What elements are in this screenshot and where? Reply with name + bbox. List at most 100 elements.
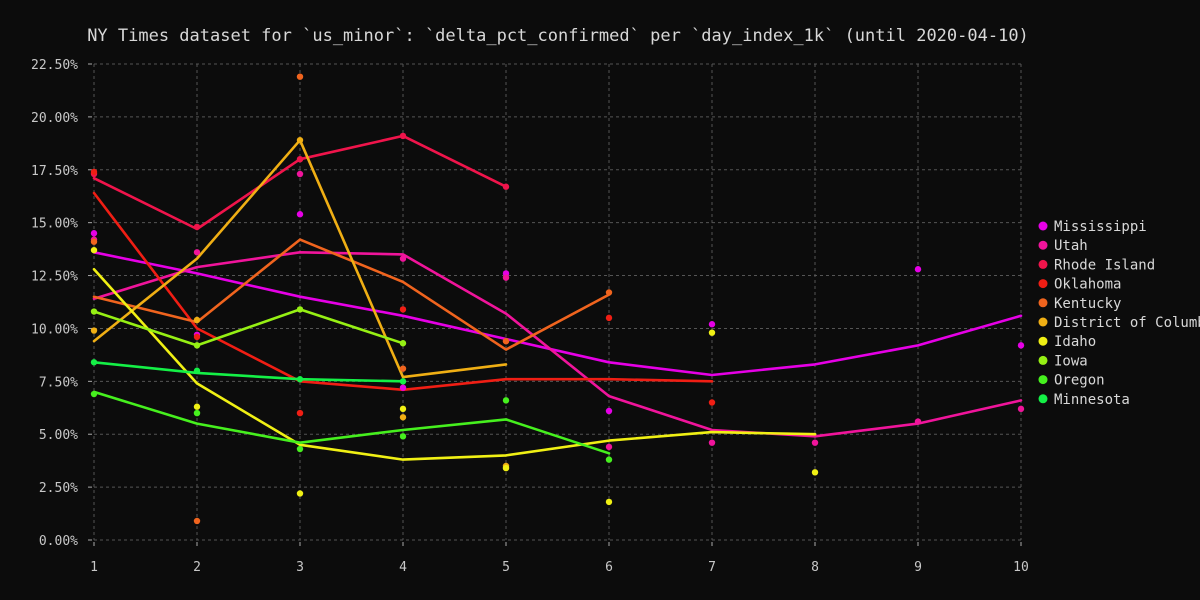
data-point-minnesota: [399, 378, 407, 385]
data-point-oregon: [296, 445, 304, 453]
data-point-mississippi: [1017, 342, 1025, 349]
y-tick-label: 17.50%: [31, 164, 78, 179]
axis-ticks: 0.00%2.50%5.00%7.50%10.00%12.50%15.00%17…: [31, 58, 1029, 575]
grid: [93, 63, 1022, 541]
data-point-minnesota: [90, 359, 98, 366]
legend-label-oklahoma: Oklahoma: [1054, 277, 1121, 293]
data-point-kentucky: [502, 337, 510, 345]
data-point-kentucky: [296, 73, 304, 80]
data-point-rhode-island: [399, 132, 407, 140]
chart-title: NY Times dataset for `us_minor`: `delta_…: [87, 26, 1029, 46]
legend-marker-mississippi: [1038, 221, 1048, 231]
series-line-iowa: [92, 308, 405, 347]
series-line-mississippi: [92, 251, 1023, 377]
x-tick-label: 1: [90, 560, 98, 575]
legend-marker-kentucky: [1038, 298, 1048, 308]
series-line-minnesota: [92, 361, 405, 383]
data-point-idaho: [90, 246, 98, 254]
legend-marker-rhode-island: [1038, 259, 1048, 269]
legend-label-idaho: Idaho: [1054, 334, 1096, 350]
y-tick-label: 15.00%: [31, 217, 78, 232]
data-point-utah: [708, 439, 716, 446]
data-point-idaho: [811, 469, 819, 476]
data-point-iowa: [399, 340, 407, 347]
data-point-minnesota: [193, 367, 201, 374]
legend-marker-iowa: [1038, 355, 1048, 365]
legend: Mississippi Utah Rhode Island Oklahoma Kentu…: [1038, 219, 1200, 408]
data-point-mississippi: [399, 384, 407, 391]
data-point-kentucky: [399, 365, 407, 372]
data-point-iowa: [90, 308, 98, 315]
data-point-oregon: [399, 433, 407, 440]
data-point-oklahoma: [296, 409, 304, 417]
x-tick-label: 2: [193, 560, 201, 575]
data-point-oregon: [502, 397, 510, 404]
legend-label-oregon: Oregon: [1054, 373, 1105, 389]
data-point-oregon: [193, 409, 201, 417]
data-point-mississippi: [605, 407, 613, 415]
data-point-iowa: [296, 306, 304, 313]
data-point-rhode-island: [296, 156, 304, 163]
data-point-iowa: [193, 342, 201, 349]
y-tick-label: 20.00%: [31, 111, 78, 126]
data-point-district-of-columbia: [399, 414, 407, 421]
legend-label-minnesota: Minnesota: [1054, 392, 1130, 408]
legend-label-utah: Utah: [1054, 238, 1088, 254]
data-point-idaho: [708, 329, 716, 336]
series-points: [90, 73, 1025, 525]
data-point-oregon: [605, 456, 613, 463]
legend-marker-oklahoma: [1038, 279, 1048, 289]
legend-marker-district-of-columbia: [1038, 317, 1048, 327]
x-tick-label: 6: [605, 560, 613, 575]
legend-marker-oregon: [1038, 375, 1048, 385]
data-point-mississippi: [90, 230, 98, 237]
data-point-kentucky: [90, 238, 98, 245]
data-point-mississippi: [914, 266, 922, 273]
data-point-oklahoma: [90, 168, 98, 176]
data-point-oklahoma: [708, 399, 716, 406]
legend-marker-idaho: [1038, 336, 1048, 346]
x-tick-label: 8: [811, 560, 819, 575]
legend-label-iowa: Iowa: [1054, 353, 1088, 369]
x-tick-label: 5: [502, 560, 510, 575]
data-point-kentucky: [605, 289, 613, 296]
data-point-oregon: [90, 390, 98, 398]
y-tick-label: 5.00%: [39, 428, 78, 443]
legend-label-district-of-columbia: District of Columbia: [1054, 315, 1200, 331]
x-tick-label: 7: [708, 560, 716, 575]
y-tick-label: 7.50%: [39, 375, 78, 390]
data-point-rhode-island: [193, 223, 201, 231]
legend-marker-minnesota: [1038, 394, 1048, 404]
data-point-utah: [605, 443, 613, 451]
data-point-idaho: [502, 464, 510, 472]
legend-marker-utah: [1038, 240, 1048, 250]
x-tick-label: 3: [296, 560, 304, 575]
series-lines: [92, 134, 1023, 461]
data-point-district-of-columbia: [193, 316, 201, 324]
y-tick-label: 10.00%: [31, 322, 78, 337]
legend-label-rhode-island: Rhode Island: [1054, 257, 1155, 273]
data-point-idaho: [193, 403, 201, 410]
y-tick-label: 12.50%: [31, 270, 78, 285]
data-point-minnesota: [296, 376, 304, 383]
data-point-district-of-columbia: [90, 327, 98, 334]
data-point-utah: [399, 255, 407, 262]
data-point-utah: [502, 274, 510, 281]
data-point-oklahoma: [605, 314, 613, 322]
data-point-mississippi: [708, 321, 716, 328]
data-point-utah: [296, 170, 304, 178]
series-line-oregon: [92, 390, 611, 455]
data-point-oklahoma: [399, 306, 407, 313]
legend-label-kentucky: Kentucky: [1054, 296, 1121, 312]
y-tick-label: 22.50%: [31, 58, 78, 73]
data-point-utah: [1017, 405, 1025, 413]
data-point-idaho: [296, 490, 304, 497]
data-point-utah: [914, 418, 922, 425]
series-line-utah: [92, 251, 1023, 438]
data-point-mississippi: [296, 211, 304, 218]
series-line-idaho: [92, 267, 817, 461]
data-point-utah: [811, 439, 819, 446]
x-tick-label: 4: [399, 560, 407, 575]
data-point-kentucky: [193, 517, 201, 525]
